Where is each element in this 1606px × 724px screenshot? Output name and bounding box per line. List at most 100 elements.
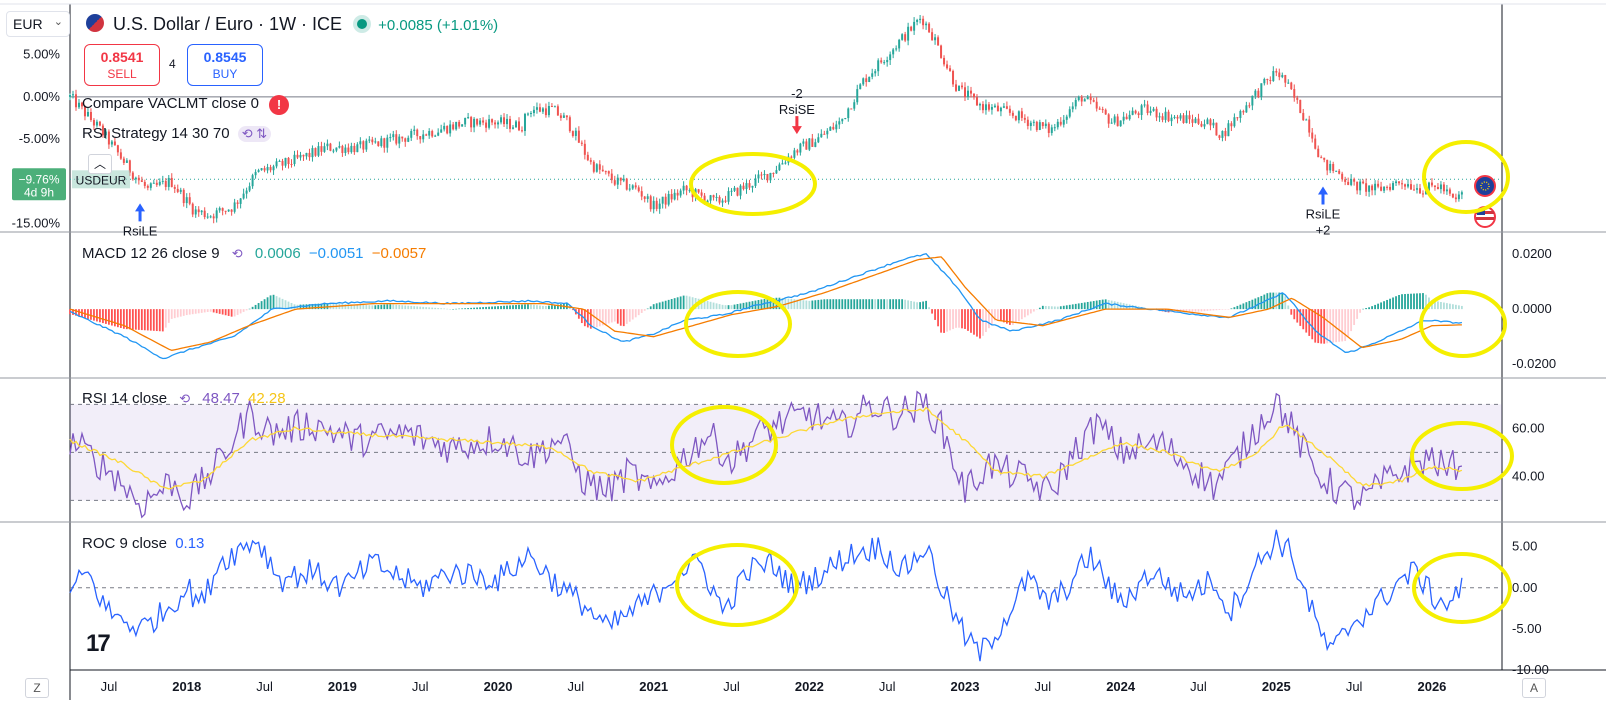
candle-body: [925, 23, 928, 26]
strategy-settings-icon[interactable]: ⟲ ⇅: [237, 126, 272, 143]
chart-title[interactable]: U.S. Dollar / Euro · 1W · ICE: [113, 14, 343, 34]
macd-histogram-bar: [919, 302, 922, 310]
candle-body: [188, 197, 191, 204]
candle-body: [685, 185, 688, 191]
signal-sub-label: -2: [791, 86, 803, 101]
candle-body: [721, 200, 724, 203]
candle-body: [290, 164, 293, 166]
macd-histogram-bar: [506, 305, 508, 310]
candle-body: [467, 117, 470, 119]
macd-histogram-bar: [961, 309, 963, 329]
candle-body: [137, 177, 140, 181]
candle-body: [1134, 110, 1137, 114]
candle-body: [1080, 96, 1083, 102]
macd-histogram-bar: [105, 309, 107, 324]
sell-button[interactable]: 0.8541 SELL: [84, 44, 160, 86]
candle-body: [601, 169, 604, 172]
macd-histogram-bar: [1107, 299, 1110, 310]
timezone-button[interactable]: Z: [25, 678, 49, 698]
macd-histogram-bar: [1437, 301, 1439, 310]
macd-histogram-bar: [1206, 309, 1209, 311]
candle-body: [793, 150, 796, 158]
macd-histogram-bar: [221, 309, 224, 315]
macd-histogram-bar: [613, 309, 616, 322]
macd-histogram-bar: [1203, 309, 1206, 312]
macd-histogram-bar: [1326, 309, 1329, 344]
macd-histogram-bar: [509, 305, 511, 310]
macd-histogram-bar: [275, 296, 278, 310]
candle-body: [242, 193, 245, 199]
macd-histogram-bar: [494, 306, 496, 310]
candle-body: [236, 202, 239, 204]
macd-histogram-bar: [521, 304, 523, 310]
candle-body: [670, 194, 673, 200]
macd-histogram-bar: [967, 309, 969, 331]
auto-scale-button[interactable]: A: [1522, 678, 1546, 698]
macd-histogram-bar: [497, 306, 499, 310]
rsi-strategy-legend[interactable]: RSI Strategy 14 30 70 ⟲ ⇅: [82, 125, 275, 143]
candle-body: [1194, 118, 1197, 123]
macd-histogram-bar: [437, 308, 440, 310]
candle-body: [946, 64, 949, 69]
macd-histogram-bar: [461, 308, 464, 310]
macd-histogram-bar: [452, 309, 455, 310]
candle-body: [440, 129, 443, 133]
rsi-legend[interactable]: RSI 14 close ⟲ 48.47 42.28: [82, 390, 290, 407]
macd-histogram-bar: [1086, 301, 1089, 310]
candle-body: [197, 209, 200, 213]
rsi-settings-icon[interactable]: ⟲: [179, 391, 191, 407]
candle-body: [1448, 189, 1451, 194]
macd-histogram-bar: [1251, 299, 1254, 310]
candle-body: [978, 104, 981, 106]
macd-histogram-bar: [1245, 302, 1248, 310]
macd-histogram-bar: [224, 309, 227, 316]
candle-body: [1056, 121, 1059, 128]
macd-histogram-bar: [802, 300, 805, 310]
candle-body: [488, 119, 491, 128]
tradingview-logo[interactable]: 17: [86, 630, 111, 657]
macd-histogram-bar: [341, 303, 344, 310]
collapse-legend-button[interactable]: ︿: [88, 154, 112, 174]
candle-body: [227, 209, 230, 212]
compare-legend[interactable]: Compare VACLMT close 0: [82, 95, 263, 112]
buy-button[interactable]: 0.8545 BUY: [187, 44, 263, 86]
candle-body: [1104, 109, 1107, 115]
macd-value-3: −0.0057: [371, 245, 427, 262]
macd-histogram-bar: [1215, 309, 1218, 311]
warning-icon[interactable]: !: [269, 95, 289, 115]
currency-select-label: EUR: [13, 16, 43, 32]
candle-body: [212, 216, 215, 219]
macd-histogram-bar: [928, 307, 930, 310]
macd-histogram-bar: [1254, 298, 1257, 310]
candle-body: [772, 172, 775, 174]
candle-body: [1017, 111, 1020, 121]
candle-body: [784, 162, 787, 164]
macd-histogram-bar: [880, 299, 883, 310]
candle-body: [1281, 75, 1284, 78]
macd-histogram-bar: [646, 308, 649, 310]
macd-settings-icon[interactable]: ⟲: [231, 246, 243, 262]
roc-legend[interactable]: ROC 9 close 0.13: [82, 535, 208, 552]
candle-body: [1314, 138, 1317, 149]
candle-body: [1188, 115, 1191, 120]
candle-body: [1131, 110, 1134, 115]
candle-body: [224, 210, 227, 212]
candle-body: [482, 120, 485, 123]
macd-histogram-bar: [362, 304, 365, 310]
macd-histogram-bar: [1272, 292, 1275, 310]
macd-histogram-bar: [1017, 309, 1020, 322]
macd-histogram-bar: [1020, 309, 1023, 320]
currency-select[interactable]: EUR ⌄: [6, 11, 70, 37]
macd-histogram-bar: [96, 309, 98, 322]
candle-body: [1095, 101, 1098, 109]
macd-histogram-bar: [554, 304, 556, 310]
macd-histogram-bar: [1389, 298, 1391, 310]
macd-legend[interactable]: MACD 12 26 close 9 ⟲ 0.0006 −0.0051 −0.0…: [82, 245, 430, 262]
candle-body: [509, 118, 512, 129]
ticker-tag-label: USDEUR: [76, 173, 127, 187]
candle-body: [1128, 114, 1131, 120]
candle-body: [1398, 181, 1401, 184]
macd-histogram-bar: [1104, 299, 1107, 310]
